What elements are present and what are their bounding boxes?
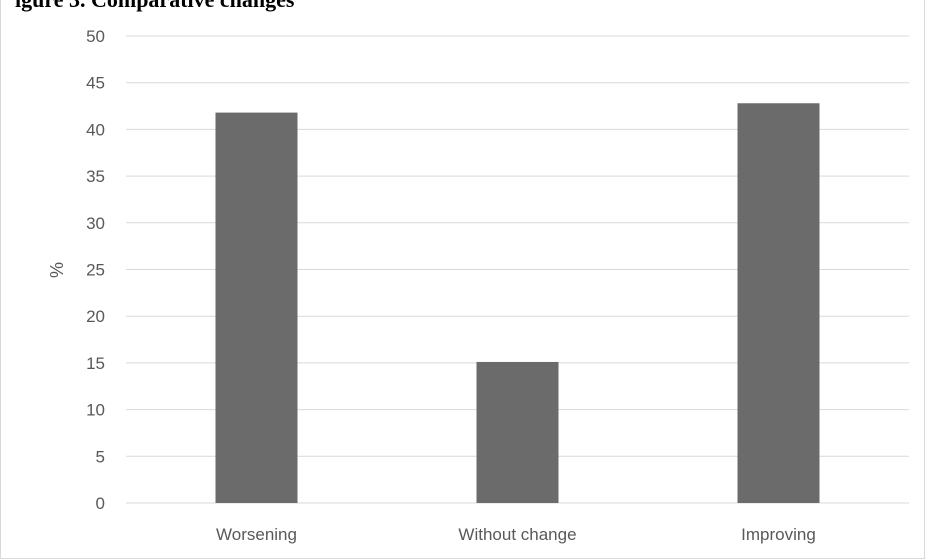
y-tick-label: 25 <box>86 261 105 280</box>
y-tick-label: 45 <box>86 74 105 93</box>
y-axis-label: % <box>47 262 67 278</box>
y-tick-label: 0 <box>96 494 105 513</box>
y-tick-label: 50 <box>86 27 105 46</box>
x-tick-label: Worsening <box>216 525 297 544</box>
bars <box>215 103 820 504</box>
bar-worsening <box>215 112 298 503</box>
y-tick-label: 20 <box>86 307 105 326</box>
y-tick-label: 30 <box>86 214 105 233</box>
y-tick-label: 40 <box>86 120 105 139</box>
x-tick-label: Without change <box>458 525 576 544</box>
x-axis-ticks: Worsening Without change Improving <box>216 525 816 544</box>
bar-without-change <box>476 361 559 503</box>
x-tick-label: Improving <box>741 525 816 544</box>
y-tick-label: 15 <box>86 354 105 373</box>
chart-title-cut: igure 3. Comparative changes <box>15 0 294 13</box>
bar-improving <box>737 103 820 504</box>
y-tick-label: 35 <box>86 167 105 186</box>
y-axis-ticks: 0 5 10 15 20 25 30 35 40 45 50 <box>86 27 105 513</box>
y-tick-label: 5 <box>96 447 105 466</box>
y-tick-label: 10 <box>86 401 105 420</box>
